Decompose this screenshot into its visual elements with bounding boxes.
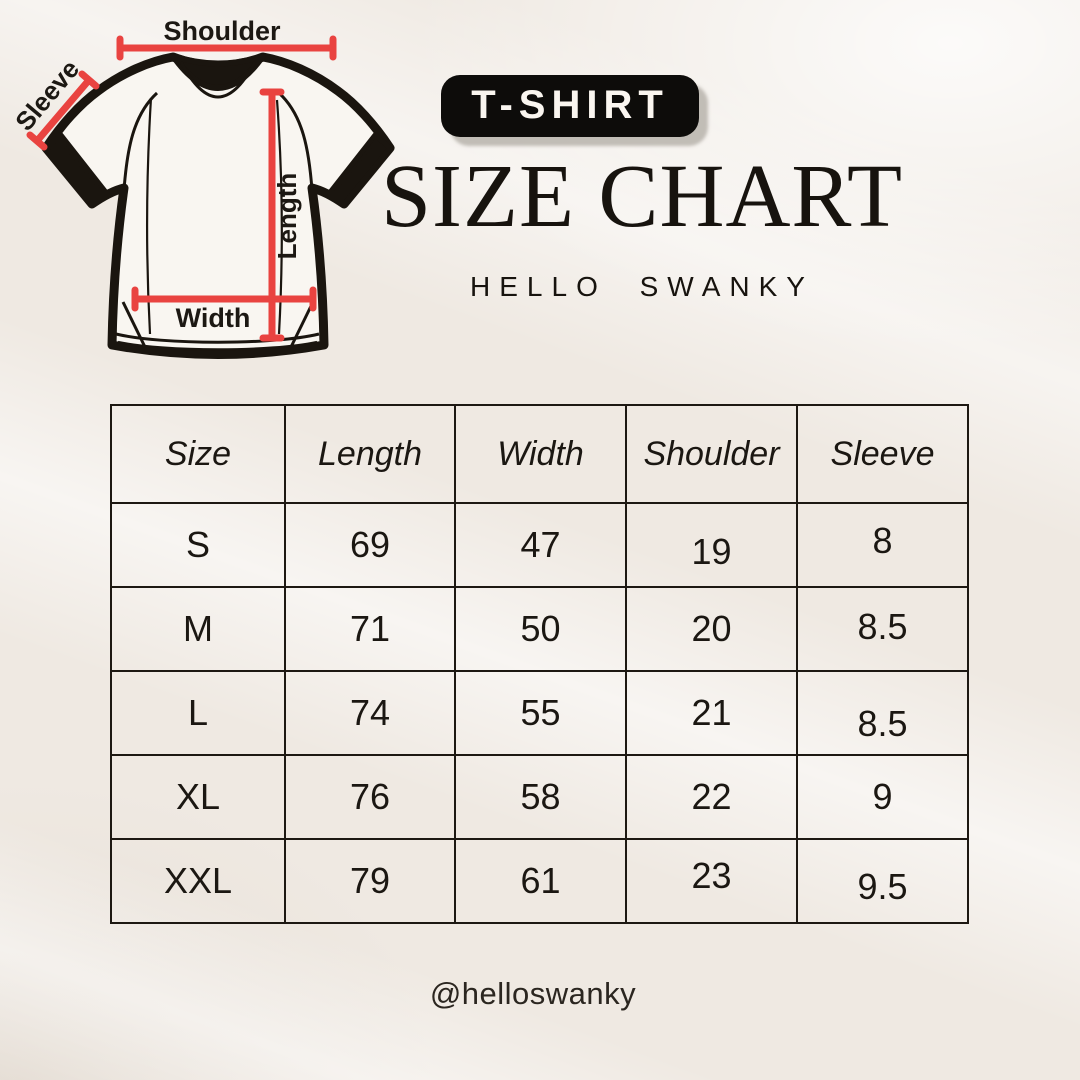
category-badge: T-SHIRT bbox=[441, 75, 699, 137]
size-cell: S bbox=[110, 502, 286, 588]
column-header-length: Length bbox=[284, 404, 456, 504]
table-row: S 69 47 19 8 bbox=[110, 502, 969, 588]
value-cell: 69 bbox=[284, 502, 456, 588]
collar-seam bbox=[179, 61, 257, 99]
size-cell: L bbox=[110, 670, 286, 756]
right-cuff bbox=[328, 132, 393, 207]
table-row: XXL 79 61 23 9.5 bbox=[110, 838, 969, 924]
category-badge-label: T-SHIRT bbox=[471, 82, 669, 127]
column-header-sleeve: Sleeve bbox=[796, 404, 969, 504]
value-cell: 55 bbox=[454, 670, 627, 756]
column-header-shoulder: Shoulder bbox=[625, 404, 798, 504]
value-cell: 61 bbox=[454, 838, 627, 924]
value-cell: 58 bbox=[454, 754, 627, 840]
social-handle: @helloswanky bbox=[429, 976, 637, 1011]
brand-name: HELLO SWANKY bbox=[470, 271, 814, 302]
collar bbox=[170, 53, 266, 91]
value-cell: 9.5 bbox=[796, 838, 969, 924]
value-cell: 23 bbox=[625, 838, 798, 924]
width-label: Width bbox=[176, 303, 251, 333]
table-row: L 74 55 21 8.5 bbox=[110, 670, 969, 756]
value-cell: 8.5 bbox=[796, 586, 969, 672]
width-arrow bbox=[131, 286, 317, 312]
table-row: XL 76 58 22 9 bbox=[110, 754, 969, 840]
value-cell: 50 bbox=[454, 586, 627, 672]
value-cell: 74 bbox=[284, 670, 456, 756]
page-title: SIZE CHART bbox=[380, 147, 904, 246]
value-cell: 76 bbox=[284, 754, 456, 840]
column-header-size: Size bbox=[110, 404, 286, 504]
size-cell: XL bbox=[110, 754, 286, 840]
value-cell: 19 bbox=[625, 502, 798, 588]
value-cell: 79 bbox=[284, 838, 456, 924]
sleeve-arrow bbox=[26, 70, 100, 151]
table-row: M 71 50 20 8.5 bbox=[110, 586, 969, 672]
value-cell: 9 bbox=[796, 754, 969, 840]
size-cell: M bbox=[110, 586, 286, 672]
shoulder-arrow bbox=[116, 35, 337, 61]
size-table: Size Length Width Shoulder Sleeve S 69 4… bbox=[110, 404, 969, 924]
value-cell: 8 bbox=[796, 502, 969, 588]
value-cell: 47 bbox=[454, 502, 627, 588]
size-cell: XXL bbox=[110, 838, 286, 924]
value-cell: 21 bbox=[625, 670, 798, 756]
value-cell: 20 bbox=[625, 586, 798, 672]
left-cuff bbox=[43, 132, 108, 207]
length-label: Length bbox=[272, 173, 302, 260]
column-header-width: Width bbox=[454, 404, 627, 504]
value-cell: 22 bbox=[625, 754, 798, 840]
value-cell: 71 bbox=[284, 586, 456, 672]
value-cell: 8.5 bbox=[796, 670, 969, 756]
shoulder-label: Shoulder bbox=[163, 16, 280, 46]
table-header-row: Size Length Width Shoulder Sleeve bbox=[110, 404, 969, 504]
fold-lines bbox=[63, 91, 373, 351]
measurement-arrows bbox=[26, 35, 337, 342]
tshirt-diagram: Shoulder Sleeve Length Width bbox=[9, 16, 395, 359]
